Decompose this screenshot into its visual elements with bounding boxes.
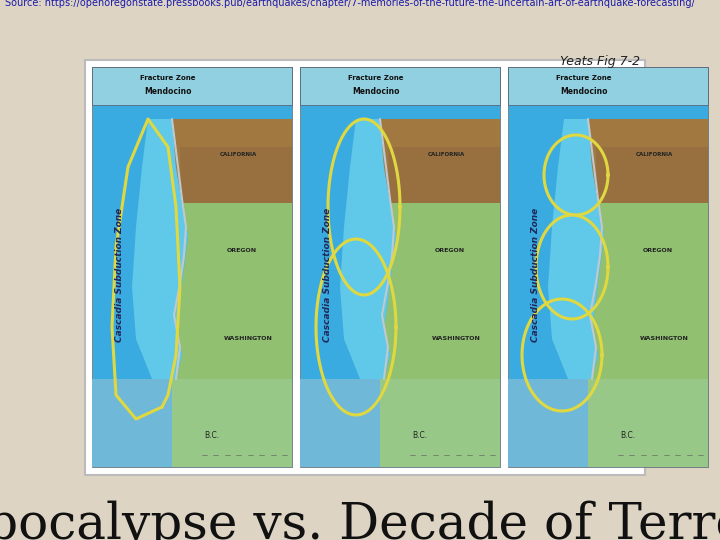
Text: OREGON: OREGON bbox=[227, 248, 257, 253]
Polygon shape bbox=[380, 379, 500, 467]
Polygon shape bbox=[380, 119, 500, 379]
FancyBboxPatch shape bbox=[508, 379, 708, 467]
Text: CALIFORNIA: CALIFORNIA bbox=[220, 152, 256, 158]
FancyBboxPatch shape bbox=[300, 67, 500, 467]
FancyBboxPatch shape bbox=[92, 67, 292, 105]
Text: Mendocino: Mendocino bbox=[560, 87, 608, 96]
Polygon shape bbox=[588, 379, 708, 467]
Text: Cascadia Subduction Zone: Cascadia Subduction Zone bbox=[323, 208, 333, 342]
Text: WASHINGTON: WASHINGTON bbox=[224, 336, 272, 341]
Text: Mendocino: Mendocino bbox=[352, 87, 400, 96]
FancyBboxPatch shape bbox=[508, 67, 708, 467]
Text: Cascadia Subduction Zone: Cascadia Subduction Zone bbox=[115, 208, 125, 342]
Text: Mendocino: Mendocino bbox=[144, 87, 192, 96]
Text: Fracture Zone: Fracture Zone bbox=[557, 75, 612, 80]
Polygon shape bbox=[172, 119, 292, 203]
Text: CALIFORNIA: CALIFORNIA bbox=[428, 152, 464, 158]
Text: Yeats Fig 7-2: Yeats Fig 7-2 bbox=[560, 55, 640, 68]
Polygon shape bbox=[588, 119, 708, 379]
Text: Apocalypse vs. Decade of Terror: Apocalypse vs. Decade of Terror bbox=[0, 500, 720, 540]
Polygon shape bbox=[548, 119, 604, 379]
Polygon shape bbox=[596, 147, 708, 203]
FancyBboxPatch shape bbox=[85, 60, 645, 475]
Text: Source: https://openoregonstate.pressbooks.pub/earthquakes/chapter/7-memories-of: Source: https://openoregonstate.pressboo… bbox=[5, 0, 695, 8]
Text: OREGON: OREGON bbox=[643, 248, 673, 253]
FancyBboxPatch shape bbox=[300, 67, 500, 105]
Text: Cascadia Subduction Zone: Cascadia Subduction Zone bbox=[531, 208, 541, 342]
Text: B.C.: B.C. bbox=[413, 430, 428, 440]
Polygon shape bbox=[172, 379, 292, 467]
Polygon shape bbox=[380, 119, 500, 203]
Text: WASHINGTON: WASHINGTON bbox=[431, 336, 480, 341]
Text: Fracture Zone: Fracture Zone bbox=[140, 75, 196, 80]
Text: OREGON: OREGON bbox=[435, 248, 465, 253]
Polygon shape bbox=[388, 147, 500, 203]
Polygon shape bbox=[588, 119, 708, 203]
FancyBboxPatch shape bbox=[300, 379, 500, 467]
FancyBboxPatch shape bbox=[92, 67, 292, 467]
Polygon shape bbox=[172, 119, 292, 379]
Text: Fracture Zone: Fracture Zone bbox=[348, 75, 404, 80]
Text: CALIFORNIA: CALIFORNIA bbox=[635, 152, 672, 158]
Text: WASHINGTON: WASHINGTON bbox=[639, 336, 688, 341]
Polygon shape bbox=[132, 119, 188, 379]
Polygon shape bbox=[180, 147, 292, 203]
Polygon shape bbox=[340, 119, 396, 379]
FancyBboxPatch shape bbox=[508, 67, 708, 105]
Text: B.C.: B.C. bbox=[204, 430, 220, 440]
FancyBboxPatch shape bbox=[92, 379, 292, 467]
Text: B.C.: B.C. bbox=[621, 430, 636, 440]
